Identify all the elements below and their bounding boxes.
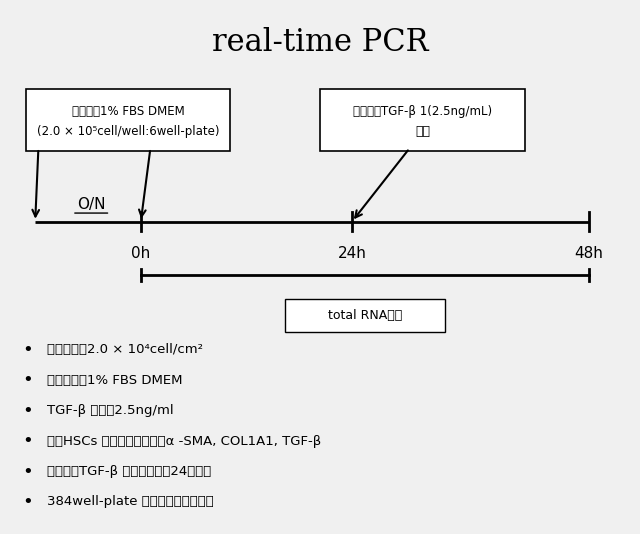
Text: 細胞播種1% FBS DMEM: 細胞播種1% FBS DMEM: [72, 105, 184, 117]
Text: •: •: [22, 402, 33, 420]
Text: •: •: [22, 371, 33, 389]
Text: real-time PCR: real-time PCR: [212, 27, 428, 58]
Text: O/N: O/N: [77, 197, 106, 212]
FancyBboxPatch shape: [285, 299, 445, 332]
FancyBboxPatch shape: [26, 89, 230, 151]
Text: TGF-β 濃度：2.5ng/ml: TGF-β 濃度：2.5ng/ml: [47, 404, 173, 417]
Text: 化合物・TGF-β 1(2.5ng/mL): 化合物・TGF-β 1(2.5ng/mL): [353, 105, 492, 117]
Text: 細胞密度：2.0 × 10⁴cell/cm²: 細胞密度：2.0 × 10⁴cell/cm²: [47, 343, 203, 356]
Text: 化合物・TGF-β 添加：同時・24時間毎: 化合物・TGF-β 添加：同時・24時間毎: [47, 465, 211, 478]
Text: 48h: 48h: [574, 246, 604, 261]
Text: •: •: [22, 493, 33, 511]
Text: total RNA回収: total RNA回収: [328, 309, 402, 321]
Text: •: •: [22, 432, 33, 450]
Text: 検討HSCs 活性化マーカー：α -SMA, COL1A1, TGF-β: 検討HSCs 活性化マーカー：α -SMA, COL1A1, TGF-β: [47, 435, 321, 447]
Text: •: •: [22, 462, 33, 481]
FancyBboxPatch shape: [320, 89, 525, 151]
Text: 24h: 24h: [337, 246, 367, 261]
Text: 0h: 0h: [131, 246, 150, 261]
Text: •: •: [22, 341, 33, 359]
Text: 細胞播種：1% FBS DMEM: 細胞播種：1% FBS DMEM: [47, 374, 182, 387]
Text: 384well-plate を用いて解析を行う: 384well-plate を用いて解析を行う: [47, 496, 214, 508]
Text: (2.0 × 10⁵cell/well:6well-plate): (2.0 × 10⁵cell/well:6well-plate): [36, 125, 220, 138]
Text: 添加: 添加: [415, 125, 430, 138]
